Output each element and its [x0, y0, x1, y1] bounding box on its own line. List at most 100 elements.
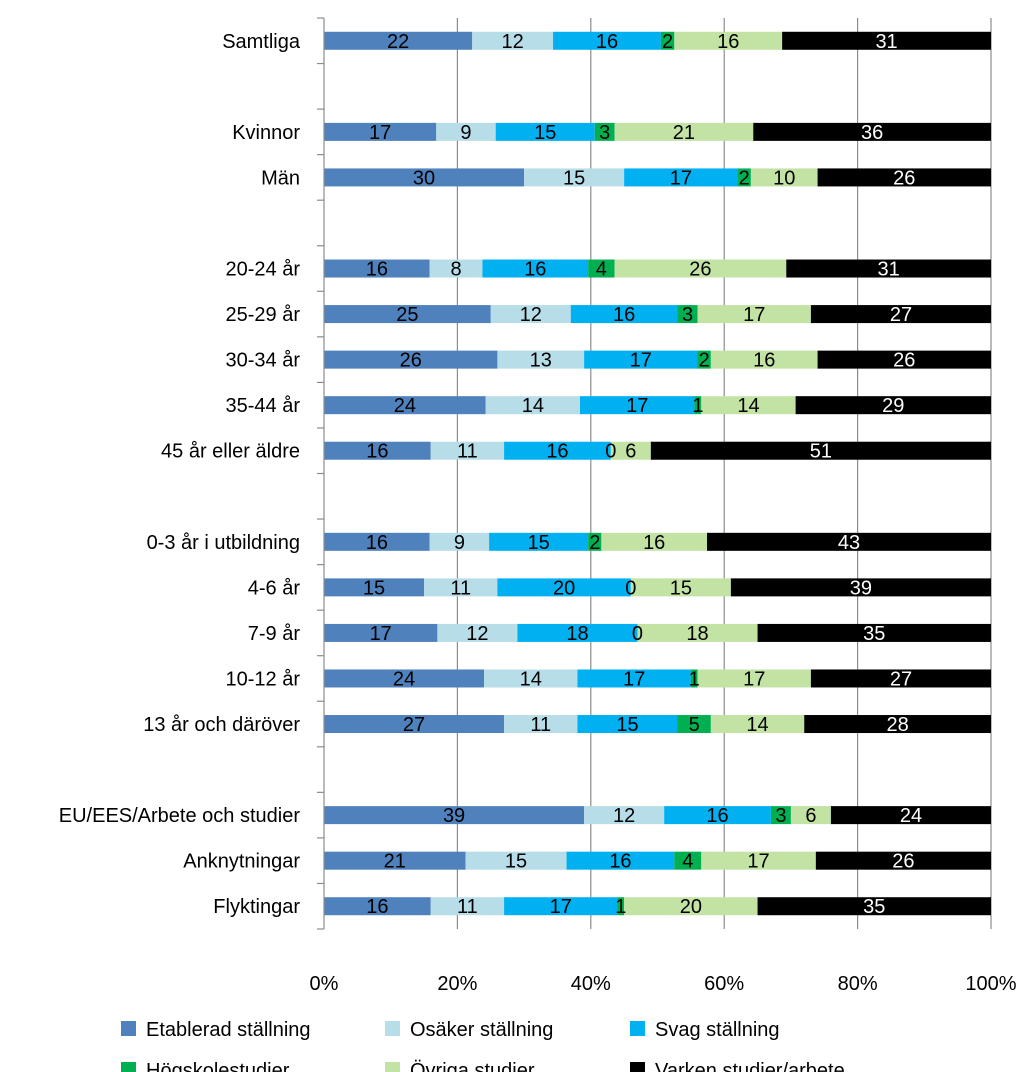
- bar-segment: [577, 669, 691, 688]
- bar-segment: [730, 578, 991, 597]
- data-label: 15: [528, 532, 550, 554]
- data-label: 16: [366, 259, 388, 281]
- data-label: 4: [682, 851, 693, 873]
- category-label: Samtliga: [222, 31, 301, 53]
- bar-segment: [497, 350, 585, 369]
- data-label: 18: [566, 623, 588, 645]
- data-label: 35: [863, 623, 885, 645]
- bar-segment: [430, 441, 505, 460]
- bar-segment: [624, 897, 758, 916]
- bar-segment: [701, 851, 816, 870]
- bar-segment: [630, 578, 731, 597]
- category-label: 13 år och däröver: [143, 714, 300, 736]
- bar-segment: [817, 168, 991, 187]
- data-label: 16: [366, 532, 388, 554]
- legend-label: Osäker ställning: [410, 1019, 553, 1041]
- bar-segment: [660, 31, 675, 50]
- bar-segment: [677, 305, 698, 324]
- data-label: 22: [387, 31, 409, 53]
- data-label: 17: [370, 623, 392, 645]
- data-label: 12: [613, 805, 635, 827]
- bar-segment: [570, 305, 678, 324]
- x-tick-label: 0%: [310, 973, 339, 995]
- data-label: 17: [743, 304, 765, 326]
- data-label: 15: [616, 714, 638, 736]
- data-label: 16: [753, 350, 775, 372]
- data-label: 0: [605, 441, 616, 463]
- bar-segment: [566, 851, 675, 870]
- bar-segment: [674, 31, 783, 50]
- category-label: 35-44 år: [226, 395, 301, 417]
- data-label: 17: [670, 167, 692, 189]
- bar-segment: [424, 578, 498, 597]
- data-label: 11: [450, 577, 471, 599]
- bar-segment: [324, 715, 505, 734]
- data-label: 15: [534, 122, 556, 144]
- bar-segment: [795, 396, 991, 415]
- bar-segment: [504, 441, 611, 460]
- data-label: 1: [689, 668, 700, 690]
- bar-segment: [324, 122, 437, 141]
- gridlines: [456, 18, 992, 929]
- bar-segment: [430, 897, 505, 916]
- data-label: 2: [589, 532, 600, 554]
- bar-segment: [810, 669, 991, 688]
- data-label: 3: [775, 805, 786, 827]
- bar-segment: [690, 669, 698, 688]
- bar-segment: [577, 715, 678, 734]
- data-label: 39: [850, 577, 872, 599]
- x-tick-label: 60%: [704, 973, 744, 995]
- bar-segment: [624, 168, 738, 187]
- data-label: 15: [670, 577, 692, 599]
- x-tick-label: 40%: [571, 973, 611, 995]
- bar-segment: [750, 168, 818, 187]
- bar-segment: [697, 305, 811, 324]
- data-label: 17: [623, 668, 645, 690]
- category-label: 30-34 år: [226, 350, 301, 372]
- bar-segment: [697, 669, 811, 688]
- bar-segment: [790, 806, 831, 825]
- category-label: 20-24 år: [226, 259, 301, 281]
- bar-segment: [588, 259, 615, 278]
- data-label: 9: [460, 122, 471, 144]
- legend-label: Etablerad ställning: [146, 1019, 311, 1041]
- data-label: 21: [673, 122, 695, 144]
- bar-segment: [437, 623, 518, 642]
- legend-swatch: [121, 1062, 136, 1072]
- bar-segment: [753, 122, 991, 141]
- legend-swatch: [630, 1021, 645, 1036]
- category-label: 0-3 år i utbildning: [147, 532, 300, 554]
- bar-segment: [436, 122, 496, 141]
- category-label: 10-12 år: [226, 668, 301, 690]
- bar-segment: [324, 31, 473, 50]
- bar-segment: [553, 31, 661, 50]
- data-label: 2: [699, 350, 710, 372]
- data-label: 6: [625, 441, 636, 463]
- bar-segment: [786, 259, 991, 278]
- data-label: 12: [466, 623, 488, 645]
- data-label: 16: [366, 441, 388, 463]
- bar-segment: [324, 305, 491, 324]
- bar-segment: [584, 350, 698, 369]
- bars: [324, 31, 991, 916]
- bar-segment: [697, 350, 711, 369]
- data-label: 5: [689, 714, 700, 736]
- data-label: 17: [747, 851, 769, 873]
- bar-segment: [737, 168, 751, 187]
- legend-swatch: [385, 1062, 400, 1072]
- bar-segment: [710, 350, 818, 369]
- bar-segment: [815, 851, 991, 870]
- bar-segment: [324, 350, 498, 369]
- legend-label: Varken studier/arbete: [655, 1060, 845, 1072]
- bar-segment: [677, 715, 711, 734]
- bar-segment: [324, 168, 525, 187]
- data-label: 26: [892, 851, 914, 873]
- legend: Etablerad ställning Osäker ställning Svag …: [121, 1019, 845, 1072]
- bar-segment: [517, 623, 638, 642]
- bar-segment: [324, 578, 425, 597]
- data-label: 31: [878, 259, 900, 281]
- data-label: 17: [630, 350, 652, 372]
- category-label: Kvinnor: [232, 122, 300, 144]
- category-label: Anknytningar: [183, 851, 300, 873]
